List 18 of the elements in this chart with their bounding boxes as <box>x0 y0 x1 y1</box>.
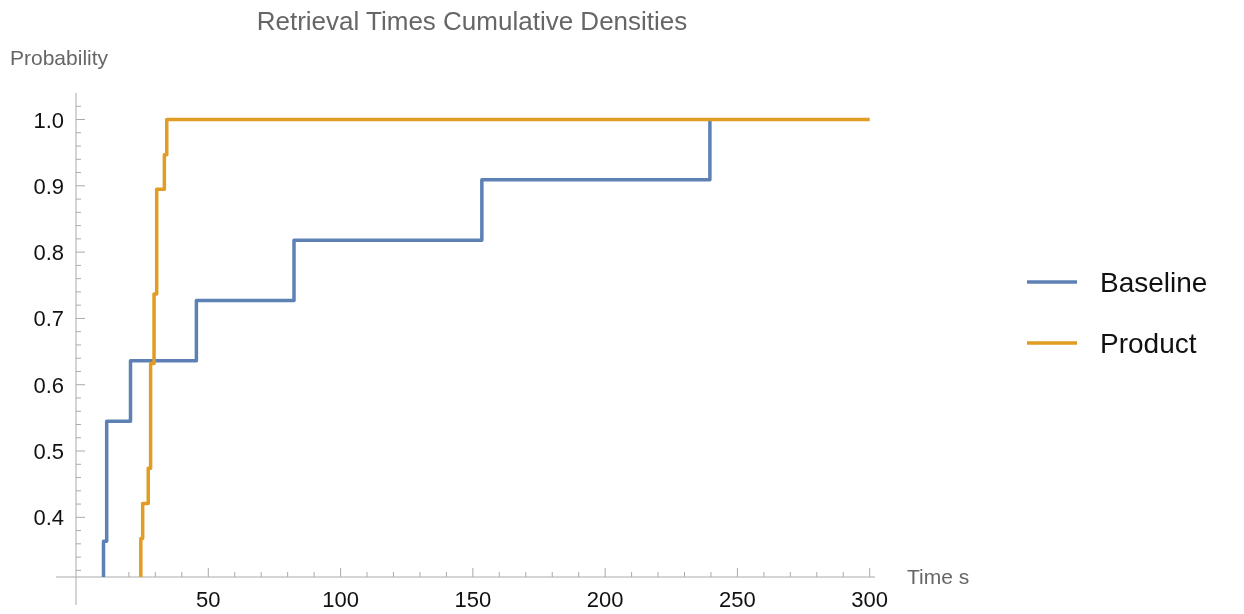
y-tick-label: 1.0 <box>33 107 64 133</box>
y-tick-label: 0.5 <box>33 439 64 465</box>
x-tick-label: 250 <box>719 587 756 612</box>
x-tick-label: 300 <box>851 587 889 612</box>
y-tick-label: 0.4 <box>33 505 64 531</box>
y-tick-label: 0.8 <box>33 240 64 266</box>
y-tick-label: 0.6 <box>33 372 64 398</box>
legend-label: Product <box>1100 328 1197 359</box>
y-tick-label: 0.7 <box>33 306 64 332</box>
x-axis-title: Time s <box>907 565 970 588</box>
legend-label: Baseline <box>1100 267 1208 298</box>
y-tick-label: 0.9 <box>33 173 64 199</box>
x-tick-label: 50 <box>196 587 221 612</box>
x-tick-label: 200 <box>586 587 624 612</box>
chart-title: Retrieval Times Cumulative Densities <box>256 6 688 36</box>
y-axis-title: Probability <box>10 46 109 69</box>
x-tick-label: 150 <box>454 587 492 612</box>
x-tick-label: 100 <box>322 587 359 612</box>
